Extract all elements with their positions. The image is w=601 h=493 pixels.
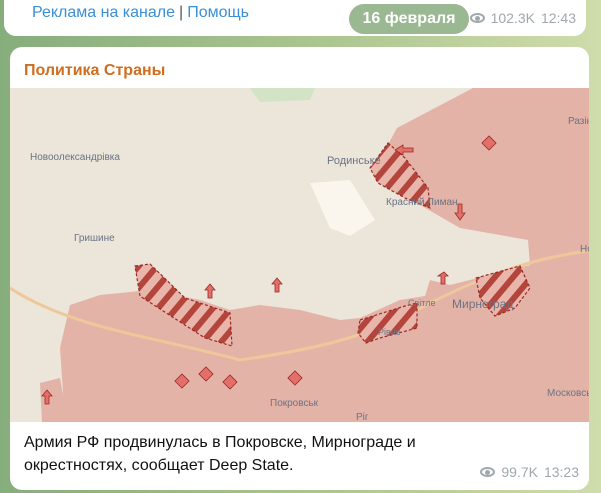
hatched-zone-rodynske: [369, 142, 431, 209]
arrow-icon: [454, 203, 466, 221]
views-count: 99.7K: [501, 464, 538, 480]
map-label: Но: [580, 244, 589, 255]
eye-icon: [480, 467, 496, 477]
forest-area: [250, 88, 315, 102]
hatched-zone-rivne: [357, 302, 418, 344]
diamond-marker-icon: [174, 373, 190, 389]
message-bubble: Политика Страны: [10, 47, 589, 490]
arrow-icon: [204, 283, 216, 299]
diamond-marker-icon: [222, 374, 238, 390]
map-label: Покровськ: [270, 398, 319, 409]
eye-icon: [469, 13, 485, 23]
map-label: Світле: [408, 298, 435, 308]
arrow-icon: [41, 389, 53, 405]
previous-message-bubble: Реклама на канале | Помощь 102.3K 12:43: [4, 0, 586, 36]
map-image[interactable]: Новоолександрівка Родинське Красний Лима…: [10, 88, 589, 422]
arrow-icon: [394, 144, 414, 156]
message-time: 12:43: [540, 10, 576, 26]
map-label: Новоолександрівка: [30, 152, 120, 163]
map-label: Разін: [568, 116, 589, 127]
diamond-marker-icon: [287, 370, 303, 386]
map-label: Красний Лиман: [386, 197, 458, 208]
map-label: Московськ: [547, 388, 589, 399]
map-label: Гришине: [74, 233, 115, 244]
arrow-icon: [436, 271, 449, 285]
channel-name[interactable]: Политика Страны: [24, 62, 166, 79]
diamond-marker-icon: [481, 135, 497, 151]
message-caption: Армия РФ продвинулась в Покровске, Мирно…: [24, 434, 416, 474]
occupied-patch: [40, 378, 68, 422]
help-link[interactable]: Помощь: [187, 4, 249, 21]
message-time: 13:23: [543, 464, 579, 480]
ad-link[interactable]: Реклама на канале: [32, 4, 176, 21]
field-area: [310, 180, 375, 236]
separator: |: [179, 4, 184, 21]
map-label: Рівне: [378, 327, 401, 337]
free-area: [10, 88, 530, 422]
arrow-icon: [271, 277, 283, 293]
date-pill: 16 февраля: [349, 4, 469, 34]
map-label: Рiг: [356, 412, 369, 422]
map-label: Мирноград: [452, 297, 513, 311]
hatched-zone-myrnohrad: [475, 265, 531, 317]
hatched-zone-pokrovsk: [134, 263, 233, 347]
map-label: Родинське: [327, 155, 381, 167]
direction-arrows: [41, 144, 466, 405]
diamond-marker-icon: [198, 366, 214, 382]
views-count: 102.3K: [490, 10, 535, 26]
